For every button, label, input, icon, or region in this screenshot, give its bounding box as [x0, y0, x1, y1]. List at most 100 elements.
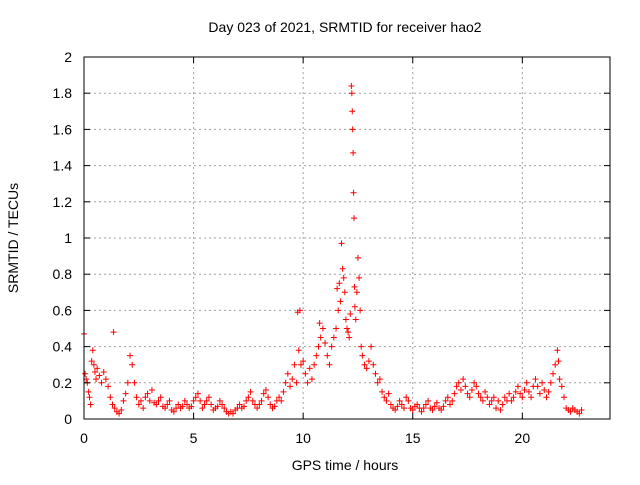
- data-point: [94, 365, 101, 372]
- data-point: [322, 339, 329, 346]
- data-point: [398, 401, 405, 408]
- data-point: [341, 289, 348, 296]
- data-point: [175, 401, 182, 408]
- y-tick-label: 1.4: [53, 158, 73, 174]
- data-point: [576, 410, 583, 417]
- data-point: [495, 397, 502, 404]
- y-tick-label: 1.8: [53, 85, 73, 101]
- axis-ticks: 0 5 10 15 20 0 0.2 0.4 0.6 0.8 1 1.2 1.4 1.6 1.8 2: [53, 49, 610, 446]
- data-point: [409, 406, 416, 413]
- data-point: [190, 397, 197, 404]
- data-point: [157, 394, 164, 401]
- data-point: [282, 379, 289, 386]
- data-point: [146, 397, 153, 404]
- data-point: [358, 343, 365, 350]
- data-point: [230, 410, 237, 417]
- data-point: [528, 394, 535, 401]
- data-point: [110, 329, 117, 336]
- data-point: [555, 358, 562, 365]
- data-point: [155, 397, 162, 404]
- data-point: [311, 361, 318, 368]
- data-point: [342, 316, 349, 323]
- data-point: [304, 379, 311, 386]
- data-point: [541, 387, 548, 394]
- data-point: [449, 397, 456, 404]
- data-point: [455, 379, 462, 386]
- data-point: [552, 361, 559, 368]
- data-point: [431, 403, 438, 410]
- data-point: [87, 401, 94, 408]
- data-point: [122, 390, 129, 397]
- data-point: [385, 390, 392, 397]
- data-point: [497, 406, 504, 413]
- data-point: [340, 274, 347, 281]
- data-point: [433, 399, 440, 406]
- y-tick-label: 0.4: [53, 339, 73, 355]
- data-point: [236, 401, 243, 408]
- data-point: [319, 325, 326, 332]
- data-point: [335, 307, 342, 314]
- data-point: [278, 397, 285, 404]
- data-point: [479, 397, 486, 404]
- data-point: [287, 383, 294, 390]
- data-point: [291, 361, 298, 368]
- data-point: [297, 361, 304, 368]
- data-point: [352, 316, 359, 323]
- data-point: [203, 397, 210, 404]
- data-point: [457, 387, 464, 394]
- data-point: [164, 401, 171, 408]
- data-point: [418, 408, 425, 415]
- data-point: [201, 401, 208, 408]
- data-point: [111, 405, 118, 412]
- data-point: [442, 397, 449, 404]
- data-point: [93, 376, 100, 383]
- data-point: [153, 401, 160, 408]
- data-point: [381, 394, 388, 401]
- data-point: [348, 90, 355, 97]
- data-point: [316, 320, 323, 327]
- data-point: [368, 343, 375, 350]
- data-point: [363, 365, 370, 372]
- data-point: [351, 303, 358, 310]
- data-point: [556, 376, 563, 383]
- data-point: [197, 397, 204, 404]
- y-tick-label: 2: [64, 49, 72, 65]
- data-point: [188, 403, 195, 410]
- data-point: [334, 285, 341, 292]
- data-point: [192, 394, 199, 401]
- data-point: [493, 405, 500, 412]
- data-point: [405, 397, 412, 404]
- data-point: [387, 401, 394, 408]
- data-point: [247, 388, 254, 395]
- data-point: [302, 370, 309, 377]
- data-point: [337, 298, 344, 305]
- data-point: [353, 289, 360, 296]
- data-point: [179, 403, 186, 410]
- data-point: [296, 307, 303, 314]
- data-point: [420, 405, 427, 412]
- data-point: [82, 370, 89, 377]
- data-point: [567, 408, 574, 415]
- data-point: [376, 376, 383, 383]
- data-point: [137, 397, 144, 404]
- data-point: [184, 401, 191, 408]
- data-point: [374, 379, 381, 386]
- data-point: [468, 387, 475, 394]
- data-point: [554, 347, 561, 354]
- data-point: [361, 361, 368, 368]
- data-point: [317, 334, 324, 341]
- plot-frame: [83, 56, 611, 420]
- data-point: [118, 406, 125, 413]
- data-point: [265, 394, 272, 401]
- data-point: [262, 387, 269, 394]
- data-point: [354, 254, 361, 261]
- data-point: [359, 352, 366, 359]
- data-point: [306, 365, 313, 372]
- data-point: [501, 394, 508, 401]
- data-point: [148, 387, 155, 394]
- data-point: [539, 379, 546, 386]
- data-point: [105, 383, 112, 390]
- data-point: [98, 379, 105, 386]
- data-point: [131, 379, 138, 386]
